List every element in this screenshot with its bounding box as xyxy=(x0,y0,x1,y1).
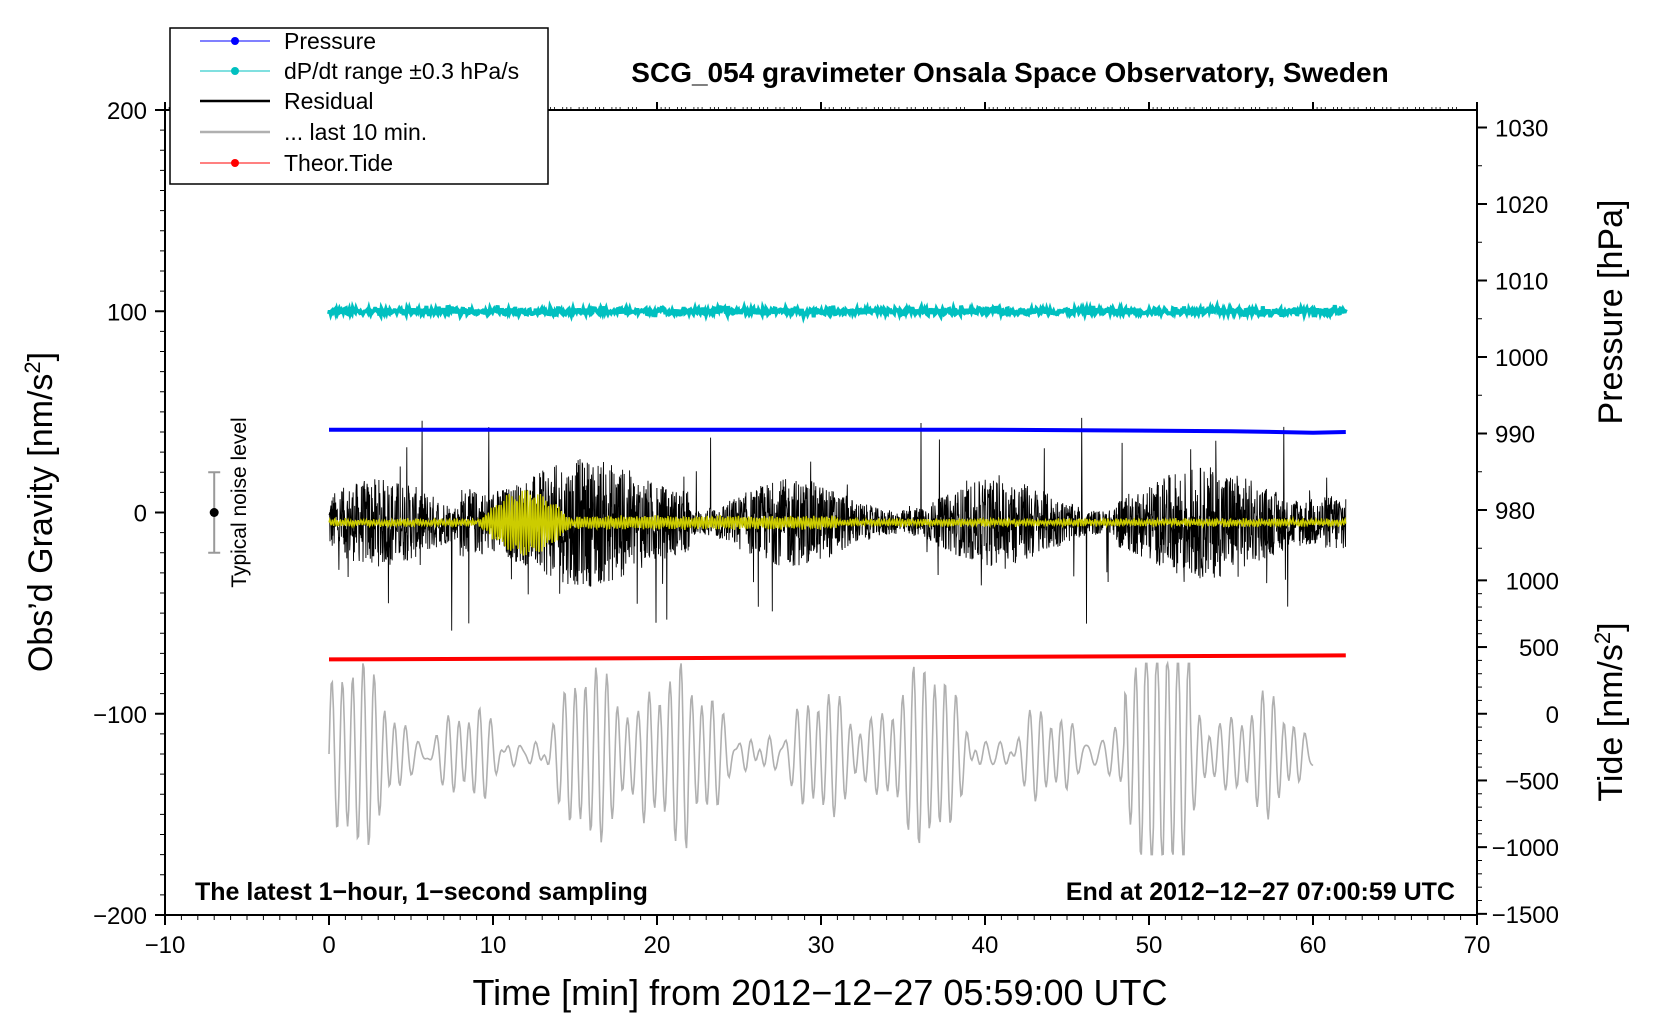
tide-tick-label: 0 xyxy=(1546,702,1559,729)
series-filtered-line xyxy=(328,490,1347,556)
x-tick-label: 20 xyxy=(644,932,671,959)
x-tick-label: −10 xyxy=(145,932,186,959)
y-axis-label-tide-main: Tide [nm/s xyxy=(1592,644,1630,801)
noise-indicator: Typical noise level xyxy=(208,417,251,588)
y-tick-label: 0 xyxy=(134,501,147,528)
legend-item-last10: ... last 10 min. xyxy=(200,119,427,145)
y-tick-label: −100 xyxy=(93,702,147,729)
y-axis-label-pressure: Pressure [hPa] xyxy=(1592,200,1630,425)
tide-tick-label: 500 xyxy=(1519,635,1559,662)
y-axis-label-left-main: Obs’d Gravity [nm/s xyxy=(22,374,60,673)
y-tick-label: 100 xyxy=(107,299,147,326)
x-tick-label: 40 xyxy=(972,932,999,959)
y-axis-label-left: Obs’d Gravity [nm/s2] xyxy=(20,352,61,672)
legend-item-tide: Theor.Tide xyxy=(200,150,393,176)
x-tick-label: 50 xyxy=(1136,932,1163,959)
y-axis-label-left-sup: 2 xyxy=(20,361,45,373)
legend-label-tide: Theor.Tide xyxy=(284,150,393,176)
series-tide-line xyxy=(328,653,1346,662)
legend-marker-pressure xyxy=(231,37,239,45)
pressure-tick-label: 1030 xyxy=(1495,116,1548,143)
y-axis-label-tide-end: ] xyxy=(1592,622,1630,631)
y-axis-label-tide-sup: 2 xyxy=(1590,632,1615,644)
tide-tick-label: −500 xyxy=(1505,768,1559,795)
tide-tick-label: 1000 xyxy=(1506,568,1559,595)
legend-marker-dpdt xyxy=(231,67,239,75)
annotation-end-time: End at 2012−12−27 07:00:59 UTC xyxy=(1066,878,1455,906)
y-axis-label-tide: Tide [nm/s2] xyxy=(1590,622,1631,801)
y-axis-label-left-end: ] xyxy=(22,352,60,361)
x-tick-label: 70 xyxy=(1464,932,1491,959)
legend-label-residual: Residual xyxy=(284,88,374,114)
legend-marker-tide xyxy=(231,159,239,167)
annotation-sampling: The latest 1−hour, 1−second sampling xyxy=(195,878,648,906)
tide-tick-label: −1500 xyxy=(1492,902,1559,929)
noise-indicator-dot xyxy=(209,508,219,517)
tide-tick-label: −1000 xyxy=(1492,835,1559,862)
legend-label-pressure: Pressure xyxy=(284,28,376,54)
series-last10-line xyxy=(328,660,1314,856)
legend-label-dpdt: dP/dt range ±0.3 hPa/s xyxy=(284,58,519,84)
y-tick-label: 200 xyxy=(107,98,147,125)
pressure-tick-label: 1010 xyxy=(1495,269,1548,296)
pressure-tick-label: 990 xyxy=(1495,422,1535,449)
series-dpdt-line xyxy=(327,299,1348,324)
legend-box xyxy=(169,27,549,185)
x-axis-label: Time [min] from 2012−12−27 05:59:00 UTC xyxy=(472,972,1167,1013)
pressure-tick-label: 1020 xyxy=(1495,192,1548,219)
legend-item-dpdt: dP/dt range ±0.3 hPa/s xyxy=(200,58,519,84)
pressure-tick-label: 1000 xyxy=(1495,345,1548,372)
x-tick-label: 60 xyxy=(1300,932,1327,959)
series-pressure-line xyxy=(329,427,1346,435)
x-tick-label: 30 xyxy=(808,932,835,959)
chart-title: SCG_054 gravimeter Onsala Space Observat… xyxy=(631,57,1388,88)
pressure-tick-label: 980 xyxy=(1495,498,1535,525)
tick-layer: −10 0 10 20 30 40 50 60 702001000−100−2001030102… xyxy=(93,98,1559,959)
x-tick-label: 10 xyxy=(480,932,507,959)
y-tick-label: −200 xyxy=(93,903,147,930)
legend-label-last10: ... last 10 min. xyxy=(284,119,427,145)
data-layer xyxy=(327,299,1348,856)
noise-indicator-label: Typical noise level xyxy=(228,417,251,587)
legend-item-residual: Residual xyxy=(200,88,374,114)
legend: Pressure dP/dt range ±0.3 hPa/s Residual… xyxy=(169,27,549,185)
x-tick-label: 0 xyxy=(322,932,335,959)
legend-item-pressure: Pressure xyxy=(200,28,376,54)
